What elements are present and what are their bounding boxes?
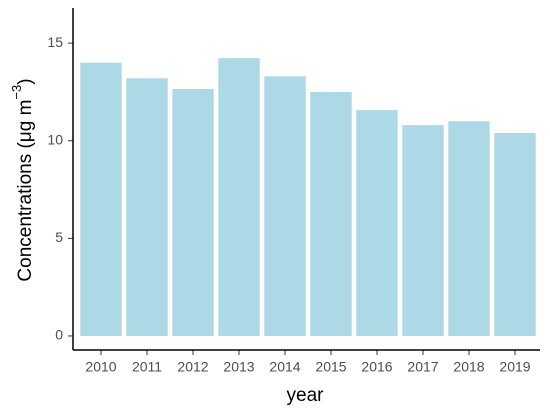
x-tick-label: 2015 — [315, 359, 346, 375]
x-tick-label: 2011 — [132, 359, 162, 375]
bar — [218, 58, 260, 336]
x-tick-label: 2018 — [453, 359, 484, 375]
y-axis-title-superscript: −3 — [9, 85, 24, 100]
y-axis-title-main: Concentrations (μg m — [15, 100, 36, 282]
x-tick-label: 2019 — [499, 359, 530, 375]
bar — [264, 76, 306, 336]
bar — [356, 110, 398, 336]
x-tick-label: 2016 — [361, 359, 392, 375]
y-axis-title: Concentrations (μg m−3) — [9, 78, 36, 281]
y-axis-title-end: ) — [15, 78, 36, 84]
bar — [494, 132, 536, 336]
bar — [172, 89, 214, 336]
bar — [448, 121, 490, 336]
bar — [310, 91, 352, 336]
bar — [80, 62, 122, 336]
x-tick-label: 2010 — [85, 359, 116, 375]
x-axis-title: year — [287, 385, 325, 406]
bar — [402, 125, 444, 336]
x-tick-label: 2013 — [223, 359, 254, 375]
x-tick-label: 2012 — [177, 359, 208, 375]
y-tick-label: 0 — [55, 327, 63, 343]
y-tick-label: 5 — [55, 229, 63, 245]
y-tick-label: 15 — [47, 34, 63, 50]
y-tick-label: 10 — [47, 131, 63, 147]
x-tick-label: 2014 — [269, 359, 300, 375]
bar — [126, 78, 168, 336]
x-tick-label: 2017 — [407, 359, 438, 375]
